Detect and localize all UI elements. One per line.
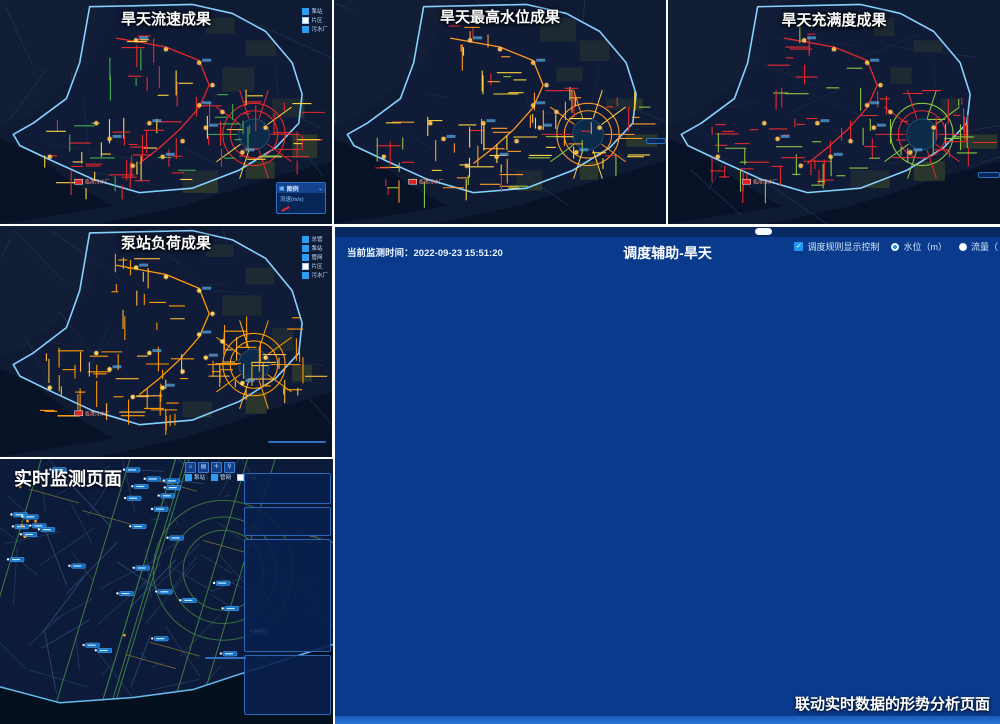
fullness-legend-clipped: [978, 172, 1000, 178]
plant-map-label: 临港污水厂: [85, 410, 110, 417]
home-icon[interactable]: ⌂: [185, 462, 196, 473]
checkbox-checked-icon[interactable]: [185, 474, 192, 481]
device-filter-box: [244, 473, 331, 504]
current-time: 当前监测时间：2022-09-23 15:51:20: [347, 248, 503, 259]
diagram-links-canvas: [335, 227, 1000, 724]
pump-load-legend: [268, 441, 326, 443]
velocity-legend: ▣ 图例 ⌄ 流速(m/s): [276, 182, 326, 214]
plant-map-label: 临港污水厂: [753, 179, 778, 186]
layer-toggle-group: 总管泵站管网片区污水厂: [302, 236, 328, 279]
velocity-map-canvas[interactable]: 临港污水厂: [0, 0, 332, 224]
measure-icon[interactable]: ⚲: [224, 462, 235, 473]
plant-map-label: 临港污水厂: [419, 179, 444, 186]
level-legend-clipped: [646, 138, 666, 144]
warning-filter-box: [244, 507, 331, 536]
checkbox-icon[interactable]: [302, 263, 310, 270]
level-state-legend: [205, 657, 246, 659]
top-scroll-strip: [335, 227, 1000, 237]
checkbox-checked-icon[interactable]: [302, 245, 310, 252]
checkbox-checked-icon[interactable]: [302, 254, 310, 261]
layer-toggle-泵站[interactable]: 泵站: [302, 245, 328, 252]
layer-label: 管网: [220, 474, 232, 481]
radio-selected-icon[interactable]: [891, 242, 900, 251]
radio-icon[interactable]: [958, 242, 967, 251]
checkbox-checked-icon[interactable]: ✓: [794, 242, 804, 251]
layer-label: 片区: [311, 263, 323, 270]
checkbox-checked-icon[interactable]: [302, 272, 310, 279]
layer-label: 污水厂: [311, 26, 328, 33]
max-level-map-canvas[interactable]: 临港污水厂: [334, 0, 666, 224]
scrollbar-thumb[interactable]: [755, 228, 772, 235]
plant-map-label: 临港污水厂: [85, 179, 110, 186]
layer-label: 片区: [311, 17, 323, 24]
panel-dry-velocity-map: 临港污水厂 旱天流速成果 泵站片区污水厂 ▣ 图例 ⌄ 流速(m/s): [0, 0, 332, 224]
bottom-strip: [335, 716, 1000, 724]
panel-title: 旱天流速成果: [120, 11, 212, 28]
checkbox-checked-icon[interactable]: [302, 236, 310, 243]
legend-subtitle: 流速(m/s): [280, 197, 304, 203]
checkbox-icon[interactable]: [302, 17, 310, 24]
layer-toggle-污水厂[interactable]: 污水厂: [302, 26, 328, 33]
color-swatch: [281, 205, 290, 212]
option-water-level[interactable]: 水位（m）: [891, 240, 947, 253]
layer-toggle-片区[interactable]: 片区: [302, 263, 328, 270]
display-controls: ✓ 调度规则显示控制 水位（m） 流量（: [794, 240, 998, 253]
layer-toggle-污水厂[interactable]: 污水厂: [302, 272, 328, 279]
layer-label: 总管: [311, 236, 323, 243]
layer-toggle-group: 泵站 片区 污水厂: [302, 8, 328, 33]
legend-header: ▣ 图例 ⌄: [277, 183, 325, 193]
legend-title: 图例: [286, 186, 299, 193]
map-toolbar: ⌂ ▤ ✛ ⚲: [185, 462, 235, 473]
legend-icon: ▣: [279, 185, 285, 192]
panel-fullness-map: 临港污水厂 旱天充满度成果: [668, 0, 1000, 224]
layer-label: 管网: [311, 254, 323, 261]
level-chart-box: [244, 655, 331, 715]
collapse-icon[interactable]: ⌄: [317, 185, 323, 192]
legend-item: [277, 204, 325, 213]
checkbox-checked-icon[interactable]: [302, 8, 310, 15]
fullness-map-canvas[interactable]: 临港污水厂: [668, 0, 1000, 224]
panel-title: 泵站负荷成果: [120, 235, 212, 252]
checkbox-checked-icon[interactable]: [211, 474, 219, 481]
layer-toggle-泵站[interactable]: 泵站: [185, 474, 205, 481]
panel-dispatch-assist: 当前监测时间：2022-09-23 15:51:20 调度辅助-旱天 ✓ 调度规则…: [335, 227, 1000, 724]
layer-toggle-片区[interactable]: 片区: [302, 17, 328, 24]
layer-toggle-总管[interactable]: 总管: [302, 236, 328, 243]
panel-title: 旱天充满度成果: [781, 12, 887, 29]
layer-label: 污水厂: [311, 272, 328, 279]
layer-label: 泵站: [311, 245, 323, 252]
layer-toggle-管网[interactable]: 管网: [211, 474, 231, 481]
locate-icon[interactable]: ✛: [211, 462, 222, 473]
rule-display-toggle[interactable]: ✓ 调度规则显示控制: [794, 242, 880, 252]
panel-pump-load-map: 临港污水厂 泵站负荷成果 总管泵站管网片区污水厂: [0, 226, 332, 457]
option-flow[interactable]: 流量（: [958, 240, 998, 253]
layer-toggle-管网[interactable]: 管网: [302, 254, 328, 261]
panel-title: 旱天最高水位成果: [439, 9, 561, 26]
layer-label: 泵站: [194, 474, 206, 481]
page-caption: 联动实时数据的形势分析页面: [794, 696, 990, 713]
layer-label: 泵站: [311, 8, 323, 15]
layers-icon[interactable]: ▤: [198, 462, 209, 473]
checkbox-checked-icon[interactable]: [302, 26, 310, 33]
monitor-list-box: [244, 539, 331, 652]
checkbox-icon[interactable]: [237, 474, 245, 481]
diagram-title: 调度辅助-旱天: [623, 245, 712, 261]
panel-max-level-map: 临港污水厂 旱天最高水位成果: [334, 0, 666, 224]
layer-toggle-泵站[interactable]: 泵站: [302, 8, 328, 15]
panel-title: 实时监测页面: [14, 469, 122, 489]
pump-load-map-canvas[interactable]: 临港污水厂: [0, 226, 332, 457]
